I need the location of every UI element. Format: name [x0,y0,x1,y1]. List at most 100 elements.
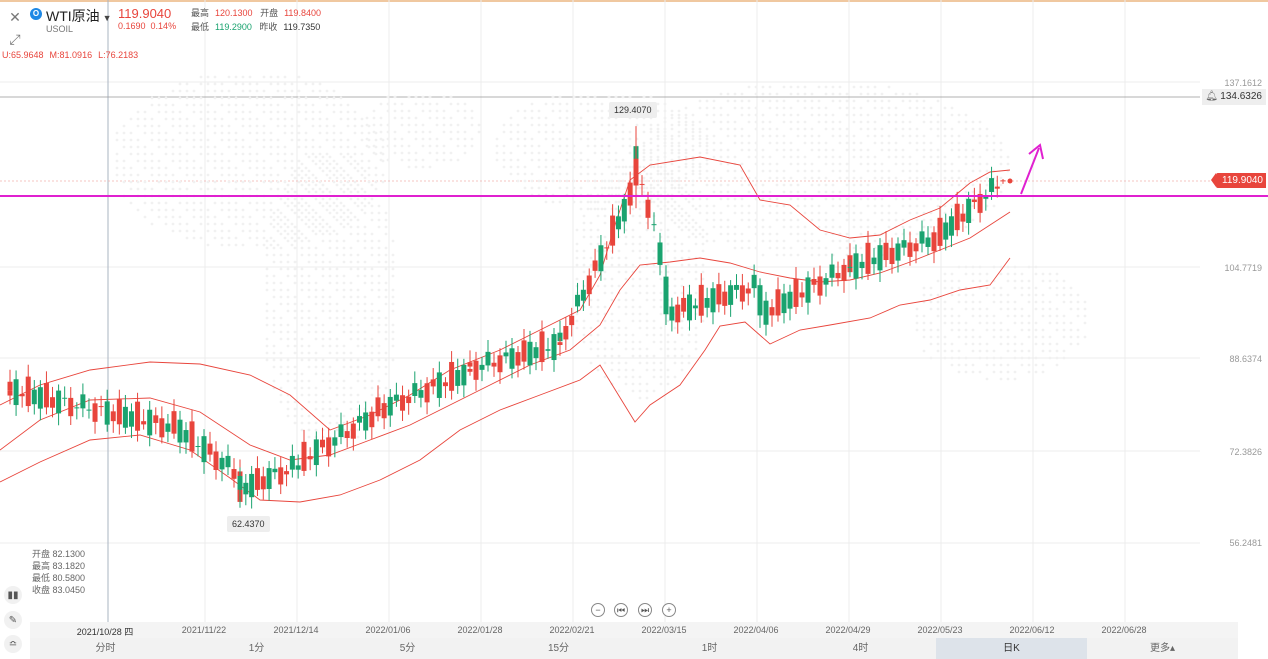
map-dot [321,183,325,187]
map-dot [1041,363,1045,367]
period-tab[interactable]: 1分 [248,643,265,654]
map-dot [754,120,758,124]
zoom-in-icon[interactable]: + [662,603,676,617]
map-dot [442,95,446,99]
map-dot [363,204,367,208]
map-dot [300,162,304,166]
map-dot [304,131,308,135]
map-dot [293,281,297,285]
map-dot [803,162,807,166]
map-dot [332,124,336,128]
period-tab-active[interactable]: 日K [936,638,1087,659]
candle-body [449,361,455,391]
map-dot [922,106,926,110]
map-dot [964,190,968,194]
close-icon[interactable]: ✕ [9,8,21,25]
map-dot [831,85,835,89]
map-dot [523,165,527,169]
candlestick-chart[interactable] [0,0,1268,622]
map-dot [922,169,926,173]
period-tab[interactable]: 15分 [547,643,570,654]
more-periods-tab[interactable]: 更多▴ [1149,643,1176,654]
map-dot [873,169,877,173]
map-dot [631,263,635,267]
candle-body [284,471,290,475]
candle-body [977,193,983,213]
map-dot [775,176,779,180]
map-dot [579,102,583,106]
map-dot [880,92,884,96]
price-alert-tag[interactable]: 🔔︎ 134.6326 [1202,89,1266,105]
period-tab[interactable]: 4时 [852,643,869,654]
period-tab[interactable]: 分时 [95,643,116,654]
map-dot [265,239,269,243]
pencil-icon[interactable]: ✎ [4,611,22,629]
candle-body [485,351,491,366]
map-dot [283,215,287,219]
step-back-icon[interactable]: ⏮ [614,603,628,617]
map-dot [286,407,290,411]
map-dot [234,110,238,114]
map-dot [339,166,343,170]
map-dot [950,349,954,353]
indicator-icon[interactable]: ▮▮ [4,586,22,604]
map-dot [617,319,621,323]
map-dot [901,127,905,131]
map-dot [255,82,259,86]
map-dot [638,396,642,400]
map-dot [456,109,460,113]
period-tab[interactable]: 5分 [399,643,416,654]
boll-lower-line [0,257,1011,503]
map-dot [992,155,996,159]
map-dot [666,242,670,246]
map-dot [845,127,849,131]
map-dot [342,169,346,173]
map-dot [663,162,667,166]
map-dot [269,75,273,79]
map-dot [645,396,649,400]
map-dot [318,131,322,135]
map-dot [353,180,357,184]
map-dot [136,110,140,114]
map-dot [269,145,273,149]
caret-down-icon[interactable]: ▼ [102,13,112,23]
map-dot [502,158,506,162]
candle-body [418,390,424,398]
map-dot [335,379,339,383]
map-dot [286,330,290,334]
map-dot [241,208,245,212]
map-dot [335,302,339,306]
step-forward-icon[interactable]: ⏭ [638,603,652,617]
map-dot [761,190,765,194]
map-dot [1062,286,1066,290]
map-dot [391,330,395,334]
candle-body [615,216,621,230]
map-dot [150,208,154,212]
map-dot [164,166,168,170]
map-dot [957,356,961,360]
map-dot [185,131,189,135]
map-dot [929,356,933,360]
map-dot [638,326,642,330]
map-dot [1027,293,1031,297]
map-dot [335,309,339,313]
map-dot [241,243,245,247]
map-dot [220,131,224,135]
zoom-out-icon[interactable]: − [591,603,605,617]
drawings[interactable] [0,143,1268,197]
map-dot [754,155,758,159]
candle-body [901,240,907,248]
top-border [0,0,1268,2]
map-dot [255,89,259,93]
period-tab[interactable]: 1时 [701,643,718,654]
map-dot [544,123,548,127]
map-dot [680,354,684,358]
map-dot [971,335,975,339]
map-dot [631,249,635,253]
map-dot [241,159,245,163]
expand-icon[interactable]: ⤢ [9,30,21,47]
map-dot [241,138,245,142]
map-dot [740,113,744,117]
map-dot [652,298,656,302]
compare-icon[interactable]: ≏ [4,635,22,653]
